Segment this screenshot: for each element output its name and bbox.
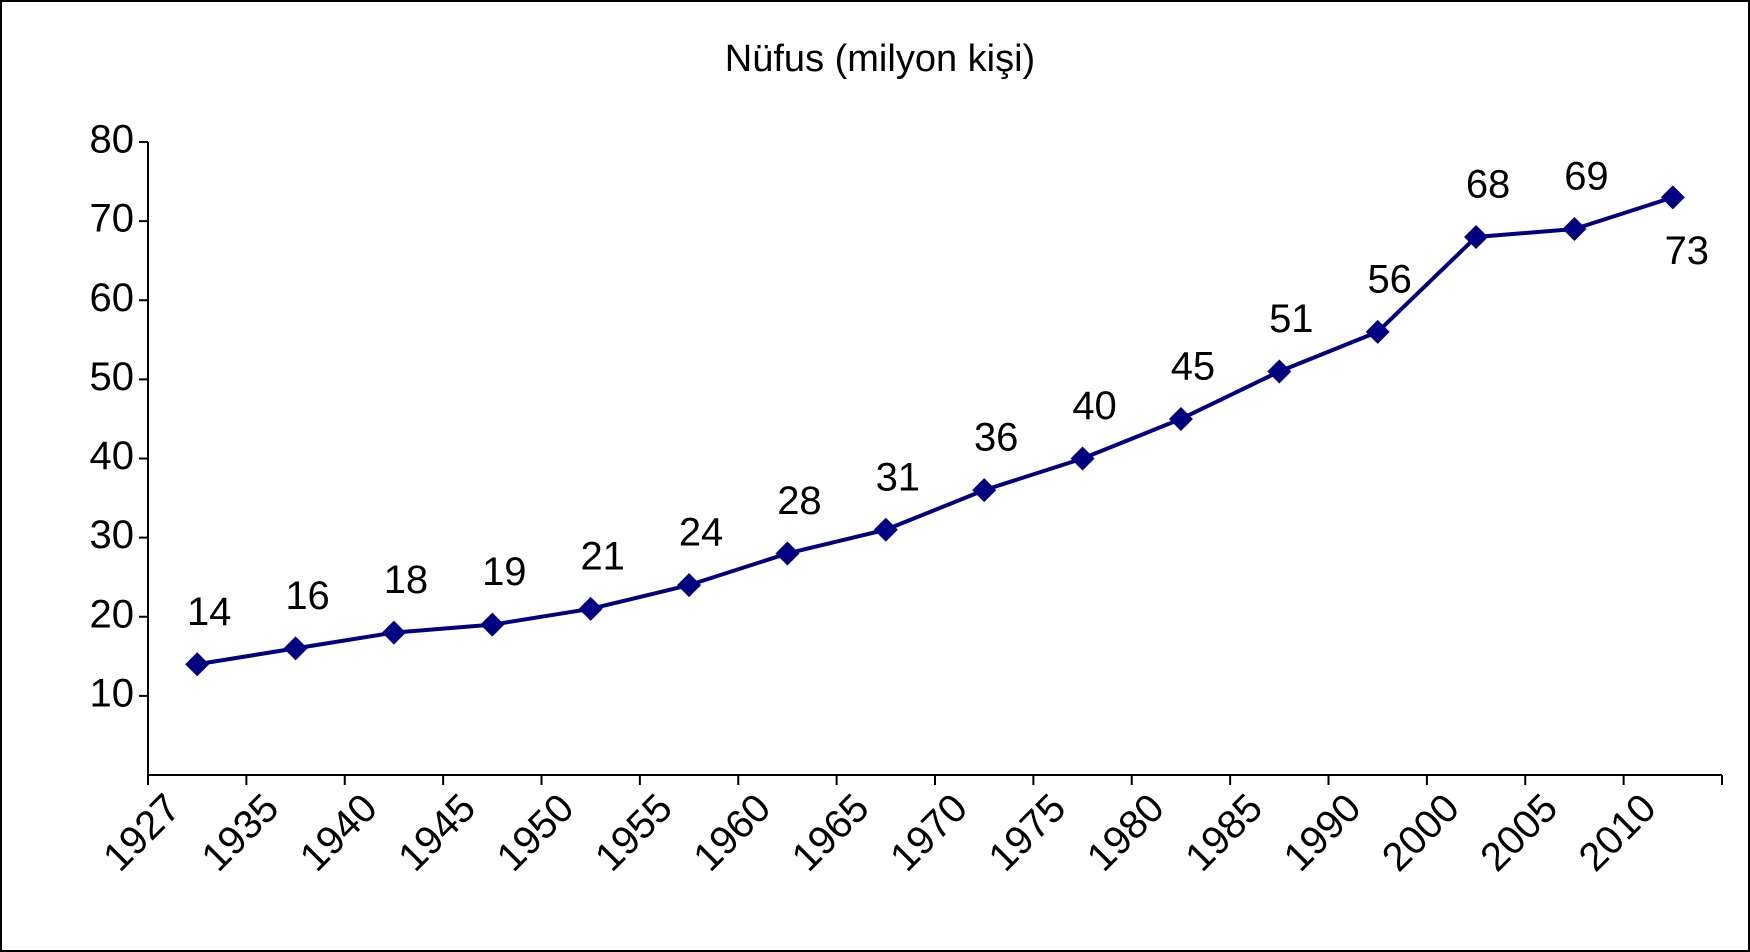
data-label: 28 [777, 479, 822, 523]
data-label: 69 [1564, 155, 1609, 199]
marker [677, 573, 702, 598]
y-tick-label: 60 [90, 276, 135, 320]
y-tick-label: 50 [90, 355, 135, 399]
marker [480, 612, 505, 637]
marker [1464, 224, 1489, 249]
data-label: 45 [1171, 345, 1216, 389]
marker [578, 596, 603, 621]
data-label: 40 [1072, 384, 1117, 428]
y-tick-label: 40 [90, 434, 135, 478]
data-label: 24 [679, 511, 724, 555]
y-tick-label: 80 [90, 118, 135, 162]
data-label: 21 [580, 534, 625, 578]
chart-title: Nüfus (milyon kişi) [725, 38, 1035, 80]
marker [1660, 185, 1685, 210]
marker [775, 541, 800, 566]
data-label: 16 [285, 574, 330, 618]
data-label: 18 [384, 558, 429, 602]
y-tick-label: 30 [90, 513, 135, 557]
y-tick-label: 20 [90, 592, 135, 636]
marker [381, 620, 406, 645]
data-label: 14 [187, 590, 232, 634]
marker [972, 478, 997, 503]
data-label: 56 [1367, 257, 1412, 301]
marker [1365, 319, 1390, 344]
y-tick-label: 70 [90, 197, 135, 241]
line [196, 195, 1674, 667]
marker [1267, 359, 1292, 384]
data-label: 73 [1665, 229, 1710, 273]
marker [873, 517, 898, 542]
data-label: 19 [482, 550, 527, 594]
marker [1070, 446, 1095, 471]
marker [185, 652, 210, 677]
data-label: 36 [974, 416, 1019, 460]
y-tick-label: 10 [90, 671, 135, 715]
marker [1168, 406, 1193, 431]
data-label: 68 [1466, 163, 1511, 207]
data-label: 31 [876, 455, 921, 499]
marker [283, 636, 308, 661]
data-label: 51 [1269, 297, 1314, 341]
marker [1562, 217, 1587, 242]
